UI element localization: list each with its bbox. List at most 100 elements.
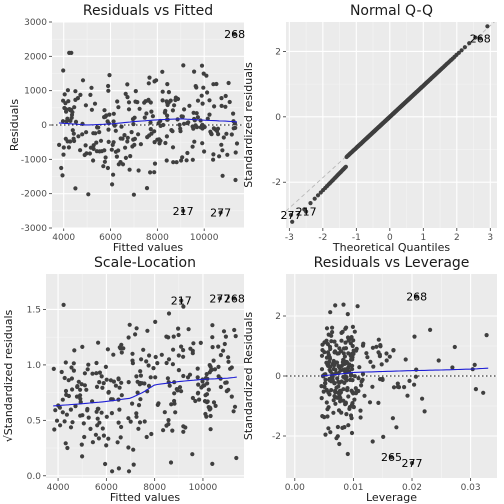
point-annotation-217: 217 xyxy=(296,206,317,219)
data-point xyxy=(312,196,317,201)
plot-area xyxy=(286,22,495,224)
data-point xyxy=(340,329,345,334)
plot-area xyxy=(286,294,497,466)
data-point xyxy=(351,391,356,396)
x-tick-label: 3 xyxy=(487,233,493,243)
data-point xyxy=(103,364,108,369)
data-point xyxy=(123,91,128,96)
data-point xyxy=(332,381,337,386)
data-point xyxy=(112,123,117,128)
data-point xyxy=(170,362,175,367)
data-point xyxy=(364,351,369,356)
data-point xyxy=(75,96,80,101)
y-tick-label: 0 xyxy=(275,113,281,123)
data-point xyxy=(221,329,227,334)
data-point xyxy=(190,395,195,401)
data-point xyxy=(229,394,234,399)
data-point xyxy=(324,326,330,331)
data-point xyxy=(200,122,205,127)
data-point xyxy=(160,98,165,103)
data-point xyxy=(78,387,83,392)
data-point xyxy=(142,115,147,120)
data-point xyxy=(207,407,212,412)
data-point xyxy=(111,119,116,124)
point-annotation-268: 268 xyxy=(406,291,427,304)
data-point xyxy=(60,173,65,178)
x-tick-label: 10000 xyxy=(190,233,219,243)
data-point xyxy=(391,385,397,390)
x-tick-label: 0.03 xyxy=(461,483,481,493)
x-axis-label: Leverage xyxy=(366,491,417,504)
data-point xyxy=(107,112,112,117)
data-point xyxy=(204,372,209,377)
data-point xyxy=(233,125,238,130)
data-point xyxy=(181,373,186,379)
data-point xyxy=(116,420,121,425)
data-point xyxy=(134,374,139,379)
data-point xyxy=(325,407,330,412)
data-point xyxy=(452,344,457,350)
point-annotation-277: 277 xyxy=(281,209,302,222)
data-point xyxy=(221,135,226,140)
point-annotation-277: 277 xyxy=(402,457,423,470)
data-point xyxy=(180,155,185,160)
data-point xyxy=(351,348,356,353)
data-point xyxy=(396,385,402,390)
data-point xyxy=(212,104,217,109)
data-point xyxy=(137,420,143,425)
data-point xyxy=(63,388,69,394)
data-point xyxy=(343,340,348,345)
x-tick-label: 8000 xyxy=(143,483,166,493)
data-point xyxy=(346,423,351,428)
data-point xyxy=(153,354,158,360)
data-point xyxy=(149,431,154,437)
data-point xyxy=(73,89,78,94)
data-point xyxy=(61,302,66,307)
data-point xyxy=(367,400,373,405)
data-point xyxy=(177,122,182,127)
y-tick-label: -2 xyxy=(272,432,281,442)
data-point xyxy=(231,111,236,116)
data-point xyxy=(127,167,132,172)
data-point xyxy=(78,148,83,153)
data-point xyxy=(57,142,62,147)
data-point xyxy=(132,136,137,141)
data-point xyxy=(161,122,166,128)
data-point xyxy=(60,410,65,415)
data-point xyxy=(149,131,154,136)
data-point xyxy=(206,387,211,392)
data-point xyxy=(73,119,79,124)
data-point xyxy=(164,360,169,366)
data-point xyxy=(170,145,176,150)
data-point xyxy=(148,127,153,132)
data-point xyxy=(152,170,157,175)
data-point xyxy=(187,103,192,108)
data-point xyxy=(358,415,363,420)
y-tick-label: 1000 xyxy=(24,87,47,97)
data-point xyxy=(94,140,99,145)
y-tick-label: 0 xyxy=(275,372,281,382)
data-point xyxy=(119,380,124,385)
data-point xyxy=(146,383,152,388)
data-point xyxy=(166,90,171,95)
data-point xyxy=(105,119,110,124)
data-point xyxy=(356,376,361,381)
data-point xyxy=(122,133,127,138)
data-point xyxy=(103,155,108,160)
data-point xyxy=(331,398,336,403)
data-point xyxy=(166,418,171,423)
data-point xyxy=(219,142,224,147)
data-point xyxy=(181,354,186,359)
data-point xyxy=(106,436,111,441)
data-point xyxy=(223,93,228,99)
data-point xyxy=(81,421,86,426)
data-point xyxy=(142,381,147,386)
data-point xyxy=(164,423,169,428)
data-point xyxy=(208,427,213,432)
data-point xyxy=(485,24,490,29)
data-point xyxy=(86,415,91,420)
data-point xyxy=(100,426,105,431)
data-point xyxy=(352,397,357,402)
data-point xyxy=(349,335,354,340)
data-point xyxy=(185,375,191,380)
